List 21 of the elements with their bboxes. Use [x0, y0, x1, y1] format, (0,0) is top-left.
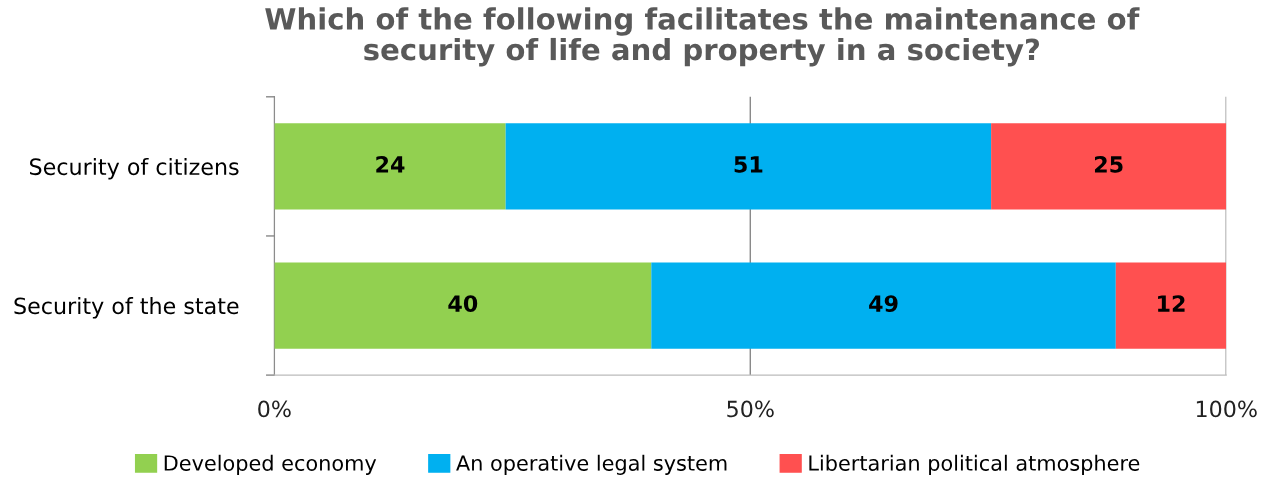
bar [651, 262, 1116, 349]
data-label: 25 [1094, 156, 1123, 173]
bar [505, 123, 992, 210]
x-tick-label: 0% [258, 400, 291, 418]
x-tick-label: 50% [727, 400, 774, 418]
y-tick-label: Security of the state [14, 297, 239, 319]
data-label: 49 [869, 295, 898, 312]
y-tick-label: Security of citizens [30, 157, 239, 180]
bar [1115, 262, 1227, 349]
legend-label: Libertarian political atmosphere [809, 454, 1140, 475]
data-label: 51 [734, 156, 763, 173]
chart-title: Which of the following facilitates the maintenance of security of life and property in a society? [265, 7, 1140, 67]
data-label: 12 [1158, 295, 1185, 312]
data-label: 24 [376, 156, 405, 173]
x-tick-label: 100% [1196, 400, 1257, 418]
data-label: 40 [448, 295, 478, 312]
legend-label: Developed economy [164, 454, 377, 475]
bar [274, 123, 506, 210]
bar [991, 123, 1227, 210]
legend-label: An operative legal system [456, 454, 727, 475]
bar [274, 262, 652, 349]
